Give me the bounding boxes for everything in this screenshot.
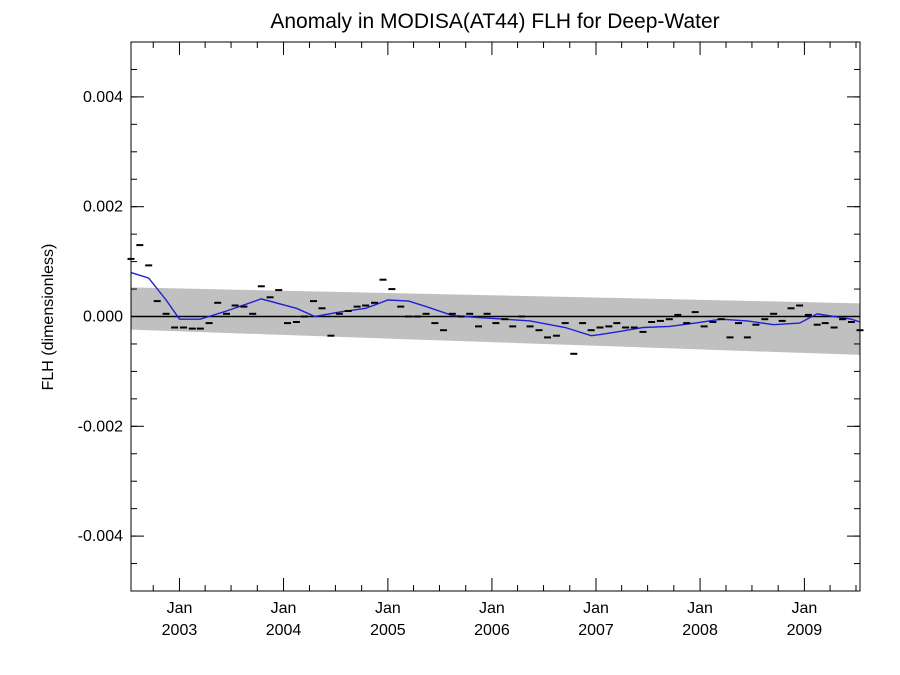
x-tick-month-label: Jan <box>271 600 297 617</box>
x-tick-year-label: 2007 <box>578 622 614 639</box>
x-tick-year-label: 2005 <box>370 622 406 639</box>
y-tick-label: -0.004 <box>78 528 123 545</box>
x-tick-month-label: Jan <box>375 600 401 617</box>
x-tick-month-label: Jan <box>583 600 609 617</box>
y-axis-label: FLH (dimensionless) <box>40 244 57 391</box>
y-tick-label: -0.002 <box>78 418 123 435</box>
x-tick-year-label: 2003 <box>162 622 198 639</box>
x-tick-year-label: 2004 <box>266 622 302 639</box>
uncertainty-band <box>131 287 860 355</box>
chart-title: Anomaly in MODISA(AT44) FLH for Deep-Wat… <box>270 10 719 33</box>
y-tick-label: 0.000 <box>83 309 123 326</box>
x-tick-year-label: 2009 <box>787 622 823 639</box>
x-tick-year-label: 2008 <box>682 622 718 639</box>
x-tick-month-label: Jan <box>687 600 713 617</box>
uncertainty-band-layer <box>131 287 860 355</box>
y-tick-label: 0.004 <box>83 89 123 106</box>
axes-layer: 0.004 0.002 0.000 -0.002 -0.004 Jan 2003 Jan 200… <box>78 41 861 639</box>
x-tick-month-label: Jan <box>479 600 505 617</box>
marker-layer <box>127 244 864 355</box>
x-tick-year-label: 2006 <box>474 622 510 639</box>
y-tick-label: 0.002 <box>83 199 123 216</box>
x-tick-month-label: Jan <box>167 600 193 617</box>
x-tick-month-label: Jan <box>792 600 818 617</box>
